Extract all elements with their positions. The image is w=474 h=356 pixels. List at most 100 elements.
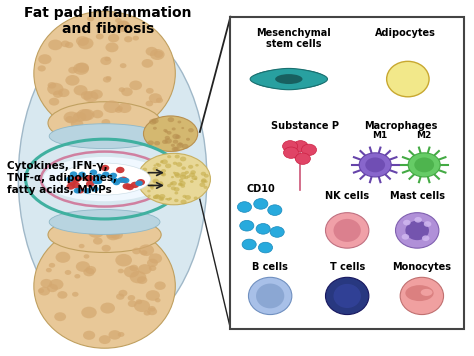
Circle shape xyxy=(81,307,97,318)
Circle shape xyxy=(116,125,123,130)
Circle shape xyxy=(258,242,273,253)
Circle shape xyxy=(145,173,150,177)
Circle shape xyxy=(154,51,163,58)
Circle shape xyxy=(129,80,142,90)
Circle shape xyxy=(149,119,156,125)
Circle shape xyxy=(120,63,127,68)
Text: Mast cells: Mast cells xyxy=(390,192,445,201)
Circle shape xyxy=(129,265,138,271)
Circle shape xyxy=(79,109,94,121)
Circle shape xyxy=(106,76,111,80)
Circle shape xyxy=(180,157,186,161)
Circle shape xyxy=(191,170,196,174)
Circle shape xyxy=(76,109,92,121)
Circle shape xyxy=(155,163,159,166)
Circle shape xyxy=(123,183,131,189)
Circle shape xyxy=(141,250,147,255)
Circle shape xyxy=(188,165,193,169)
Circle shape xyxy=(173,162,177,165)
Ellipse shape xyxy=(256,283,284,308)
Circle shape xyxy=(58,88,70,97)
Circle shape xyxy=(78,172,86,177)
Circle shape xyxy=(201,179,206,183)
Text: M2: M2 xyxy=(417,131,432,140)
Circle shape xyxy=(109,173,117,178)
Text: Monocytes: Monocytes xyxy=(392,262,451,272)
Circle shape xyxy=(173,134,179,139)
Ellipse shape xyxy=(18,22,207,334)
Circle shape xyxy=(424,221,431,227)
Text: NK cells: NK cells xyxy=(325,192,369,201)
Circle shape xyxy=(156,163,161,167)
Circle shape xyxy=(181,172,187,177)
Circle shape xyxy=(179,181,186,186)
Circle shape xyxy=(153,196,156,199)
Circle shape xyxy=(38,54,52,64)
Circle shape xyxy=(155,282,166,290)
Circle shape xyxy=(72,182,80,188)
Text: Cytokines, IFN-γ,
TNF-α, adipokines,
fatty acids, MMPs: Cytokines, IFN-γ, TNF-α, adipokines, fat… xyxy=(7,161,117,195)
Circle shape xyxy=(403,220,410,225)
Circle shape xyxy=(161,159,168,164)
Ellipse shape xyxy=(334,284,361,308)
Circle shape xyxy=(68,67,77,74)
Circle shape xyxy=(130,271,146,283)
Circle shape xyxy=(188,128,194,132)
Circle shape xyxy=(70,171,77,177)
Circle shape xyxy=(201,172,206,176)
Circle shape xyxy=(86,181,94,187)
Circle shape xyxy=(422,235,429,241)
Circle shape xyxy=(118,87,125,92)
Circle shape xyxy=(195,164,199,167)
Circle shape xyxy=(155,298,161,302)
Circle shape xyxy=(147,308,157,315)
Circle shape xyxy=(105,42,118,52)
Ellipse shape xyxy=(359,153,391,177)
Circle shape xyxy=(163,129,167,132)
Ellipse shape xyxy=(137,153,210,205)
Circle shape xyxy=(83,331,95,340)
Circle shape xyxy=(190,180,194,183)
Circle shape xyxy=(151,118,159,124)
Circle shape xyxy=(171,144,175,147)
Text: Mesenchymal
stem cells: Mesenchymal stem cells xyxy=(256,27,331,49)
Circle shape xyxy=(149,93,162,103)
Circle shape xyxy=(159,194,165,199)
Circle shape xyxy=(66,176,73,182)
Circle shape xyxy=(53,90,63,98)
Circle shape xyxy=(137,179,145,185)
Circle shape xyxy=(169,197,172,200)
Circle shape xyxy=(140,176,145,179)
Circle shape xyxy=(72,292,79,297)
Circle shape xyxy=(177,121,181,124)
Circle shape xyxy=(187,175,191,178)
Circle shape xyxy=(149,184,154,188)
Circle shape xyxy=(173,147,180,151)
Circle shape xyxy=(47,284,58,292)
Circle shape xyxy=(167,155,171,158)
Circle shape xyxy=(118,103,131,113)
Circle shape xyxy=(116,167,125,173)
Circle shape xyxy=(158,181,163,185)
Polygon shape xyxy=(250,68,328,90)
Circle shape xyxy=(148,195,151,197)
Circle shape xyxy=(182,195,187,198)
Ellipse shape xyxy=(34,224,175,348)
Ellipse shape xyxy=(395,213,439,248)
Circle shape xyxy=(75,63,89,73)
Circle shape xyxy=(128,300,137,307)
Circle shape xyxy=(134,300,150,312)
Circle shape xyxy=(117,106,123,111)
Circle shape xyxy=(179,179,183,182)
Circle shape xyxy=(138,244,154,256)
Circle shape xyxy=(83,254,90,258)
Circle shape xyxy=(179,183,182,185)
Circle shape xyxy=(165,163,171,168)
Circle shape xyxy=(170,182,173,185)
Circle shape xyxy=(83,268,95,276)
Circle shape xyxy=(178,142,182,146)
Circle shape xyxy=(181,200,187,204)
Circle shape xyxy=(173,172,176,174)
Circle shape xyxy=(131,182,139,188)
Circle shape xyxy=(49,279,64,290)
